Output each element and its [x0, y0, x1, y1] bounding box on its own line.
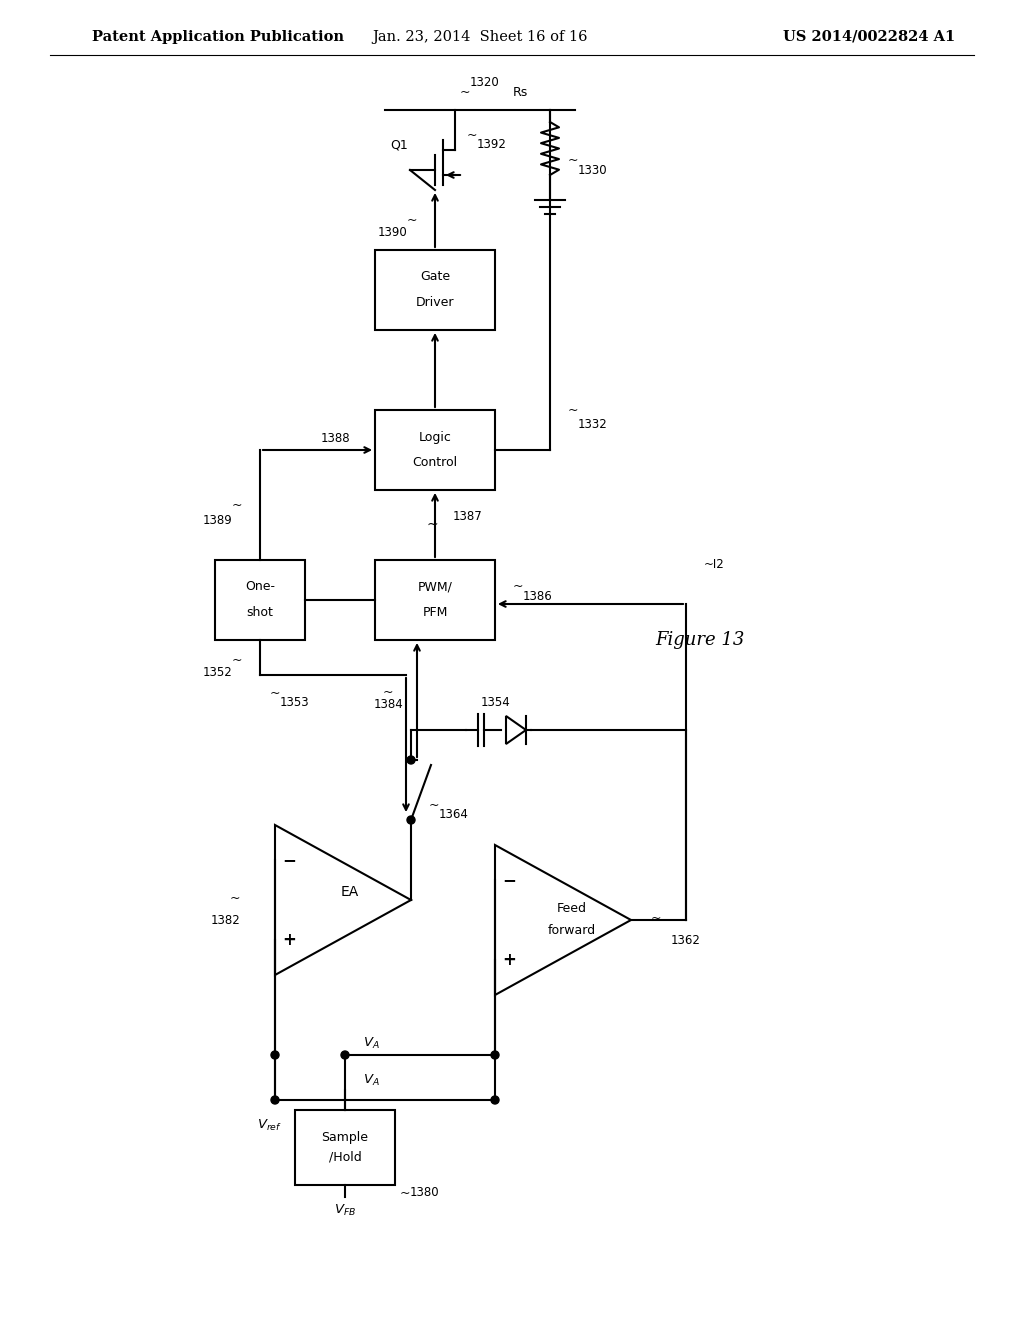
Bar — [215, 560, 305, 640]
Text: Sample: Sample — [322, 1131, 369, 1144]
Text: ~: ~ — [383, 685, 393, 698]
Circle shape — [490, 1096, 499, 1104]
Text: Control: Control — [413, 457, 458, 470]
Text: 1392: 1392 — [477, 139, 507, 152]
Text: PFM: PFM — [422, 606, 447, 619]
Text: PWM/: PWM/ — [418, 581, 453, 594]
Polygon shape — [506, 715, 526, 744]
Text: ~: ~ — [568, 153, 579, 166]
Text: ~I2: ~I2 — [705, 557, 725, 570]
Text: −: − — [282, 851, 296, 869]
Text: 1389: 1389 — [203, 513, 232, 527]
Text: ~: ~ — [467, 128, 477, 141]
Text: forward: forward — [548, 924, 596, 936]
Circle shape — [407, 816, 415, 824]
Text: US 2014/0022824 A1: US 2014/0022824 A1 — [782, 30, 955, 44]
Text: ~: ~ — [400, 1187, 411, 1200]
Text: +: + — [282, 931, 296, 949]
Text: Driver: Driver — [416, 297, 455, 309]
Text: ~: ~ — [426, 517, 438, 532]
Circle shape — [271, 1051, 279, 1059]
Circle shape — [407, 756, 415, 764]
Circle shape — [341, 1051, 349, 1059]
Text: Logic: Logic — [419, 430, 452, 444]
Text: ~: ~ — [231, 499, 242, 511]
Polygon shape — [495, 845, 631, 995]
Text: ~: ~ — [229, 891, 240, 904]
Text: 1353: 1353 — [280, 697, 309, 710]
Text: $V_A$: $V_A$ — [362, 1072, 380, 1088]
Text: 1352: 1352 — [203, 665, 232, 678]
Text: ~: ~ — [231, 653, 242, 667]
Bar — [375, 411, 495, 490]
Text: −: − — [502, 871, 516, 888]
Polygon shape — [275, 825, 411, 975]
Text: 1380: 1380 — [410, 1187, 439, 1200]
Text: 1387: 1387 — [453, 511, 482, 524]
Text: Jan. 23, 2014  Sheet 16 of 16: Jan. 23, 2014 Sheet 16 of 16 — [373, 30, 588, 44]
Text: ~: ~ — [429, 799, 439, 812]
Text: 1388: 1388 — [321, 432, 350, 445]
Text: +: + — [502, 950, 516, 969]
Text: EA: EA — [341, 884, 359, 899]
Text: Feed: Feed — [557, 902, 587, 915]
Text: 1364: 1364 — [439, 808, 469, 821]
Text: Gate: Gate — [420, 271, 451, 284]
Bar — [375, 560, 495, 640]
Text: ~: ~ — [651, 912, 662, 924]
Text: Patent Application Publication: Patent Application Publication — [92, 30, 344, 44]
Text: Q1: Q1 — [390, 139, 408, 152]
Text: ~: ~ — [270, 686, 281, 700]
Text: 1320: 1320 — [470, 75, 500, 88]
Text: Rs: Rs — [513, 86, 528, 99]
Text: One-: One- — [245, 581, 275, 594]
Text: ~: ~ — [568, 404, 579, 417]
Bar — [375, 249, 495, 330]
Text: $V_A$: $V_A$ — [362, 1035, 380, 1051]
Text: 1384: 1384 — [374, 698, 403, 711]
Text: 1354: 1354 — [481, 696, 511, 709]
Text: ~: ~ — [460, 86, 470, 99]
Text: 1332: 1332 — [578, 418, 608, 432]
Text: $V_{ref}$: $V_{ref}$ — [257, 1118, 283, 1133]
Text: ~: ~ — [407, 214, 417, 227]
Text: 1362: 1362 — [671, 933, 700, 946]
Text: 1386: 1386 — [523, 590, 553, 602]
Text: ~: ~ — [513, 579, 523, 593]
Bar — [295, 1110, 395, 1185]
Circle shape — [490, 1051, 499, 1059]
Text: $V_{FB}$: $V_{FB}$ — [334, 1203, 356, 1217]
Text: 1390: 1390 — [377, 226, 407, 239]
Text: /Hold: /Hold — [329, 1151, 361, 1164]
Text: shot: shot — [247, 606, 273, 619]
Text: Figure 13: Figure 13 — [655, 631, 744, 649]
Circle shape — [271, 1096, 279, 1104]
Text: 1330: 1330 — [578, 164, 607, 177]
Text: 1382: 1382 — [210, 913, 240, 927]
